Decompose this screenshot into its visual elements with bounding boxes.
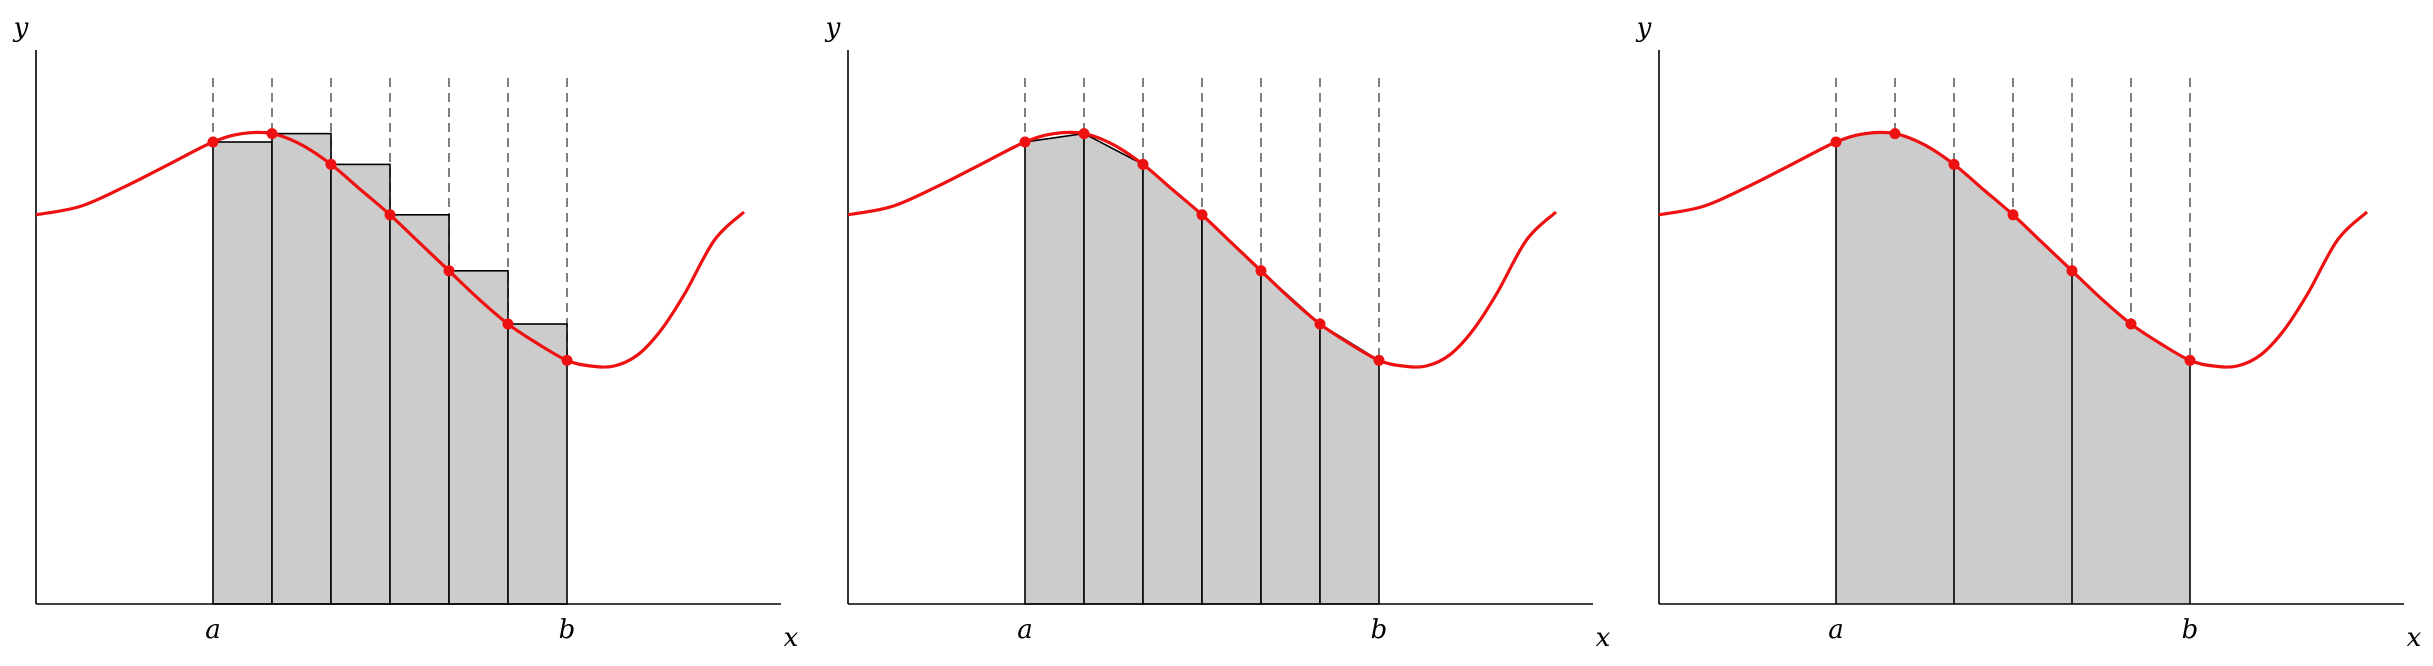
sample-point <box>2066 265 2078 277</box>
trapezoid-segment <box>1024 132 1085 605</box>
x-axis-label: x <box>1596 623 1611 653</box>
sample-point <box>1137 158 1149 170</box>
trapezoid-segment <box>1260 269 1321 605</box>
sample-point <box>2007 209 2019 221</box>
x-tick-label-b: b <box>1371 615 1388 645</box>
y-axis-label: y <box>13 13 29 43</box>
sample-point <box>1314 318 1326 330</box>
x-axis-label: x <box>2407 623 2422 653</box>
riemann-bar <box>330 163 391 605</box>
y-axis-label: y <box>1636 13 1652 43</box>
x-tick-label-b: b <box>2182 615 2199 645</box>
trapezoid-segment <box>1319 322 1380 605</box>
sample-point <box>443 265 455 277</box>
sample-point <box>207 136 219 148</box>
x-tick-label-a: a <box>1828 615 1844 645</box>
riemann-bar <box>448 269 509 605</box>
trapezoid-segment <box>1201 212 1262 605</box>
sample-point <box>1373 354 1385 366</box>
trapezoid-segment <box>1142 162 1203 605</box>
x-tick-label-b: b <box>559 615 576 645</box>
x-tick-label-a: a <box>205 615 221 645</box>
sample-point <box>2125 318 2137 330</box>
sample-point <box>1196 209 1208 221</box>
riemann-bar <box>389 214 450 605</box>
x-tick-label-a: a <box>1017 615 1033 645</box>
sample-point <box>1255 265 1267 277</box>
sample-point <box>2184 354 2196 366</box>
chart-panel-rectangles: a b x y <box>13 13 799 653</box>
sample-point <box>502 318 514 330</box>
riemann-bar <box>507 323 568 605</box>
y-axis-label: y <box>825 13 841 43</box>
sample-point <box>1019 136 1031 148</box>
x-axis-label: x <box>784 623 799 653</box>
riemann-bar <box>271 132 332 605</box>
sample-point <box>384 209 396 221</box>
sample-point <box>1889 128 1901 140</box>
chart-panel-trapezoids: a b x y <box>825 13 1611 653</box>
sample-point <box>1078 128 1090 140</box>
chart-panel-simpson: a b x y <box>1636 13 2422 653</box>
simpson-area <box>1836 133 2190 604</box>
sample-point <box>561 354 573 366</box>
sample-point <box>1830 136 1842 148</box>
sample-point <box>325 158 337 170</box>
sample-point <box>266 128 278 140</box>
trapezoid-segment <box>1083 132 1144 605</box>
riemann-bar <box>212 141 273 605</box>
sample-point <box>1948 158 1960 170</box>
